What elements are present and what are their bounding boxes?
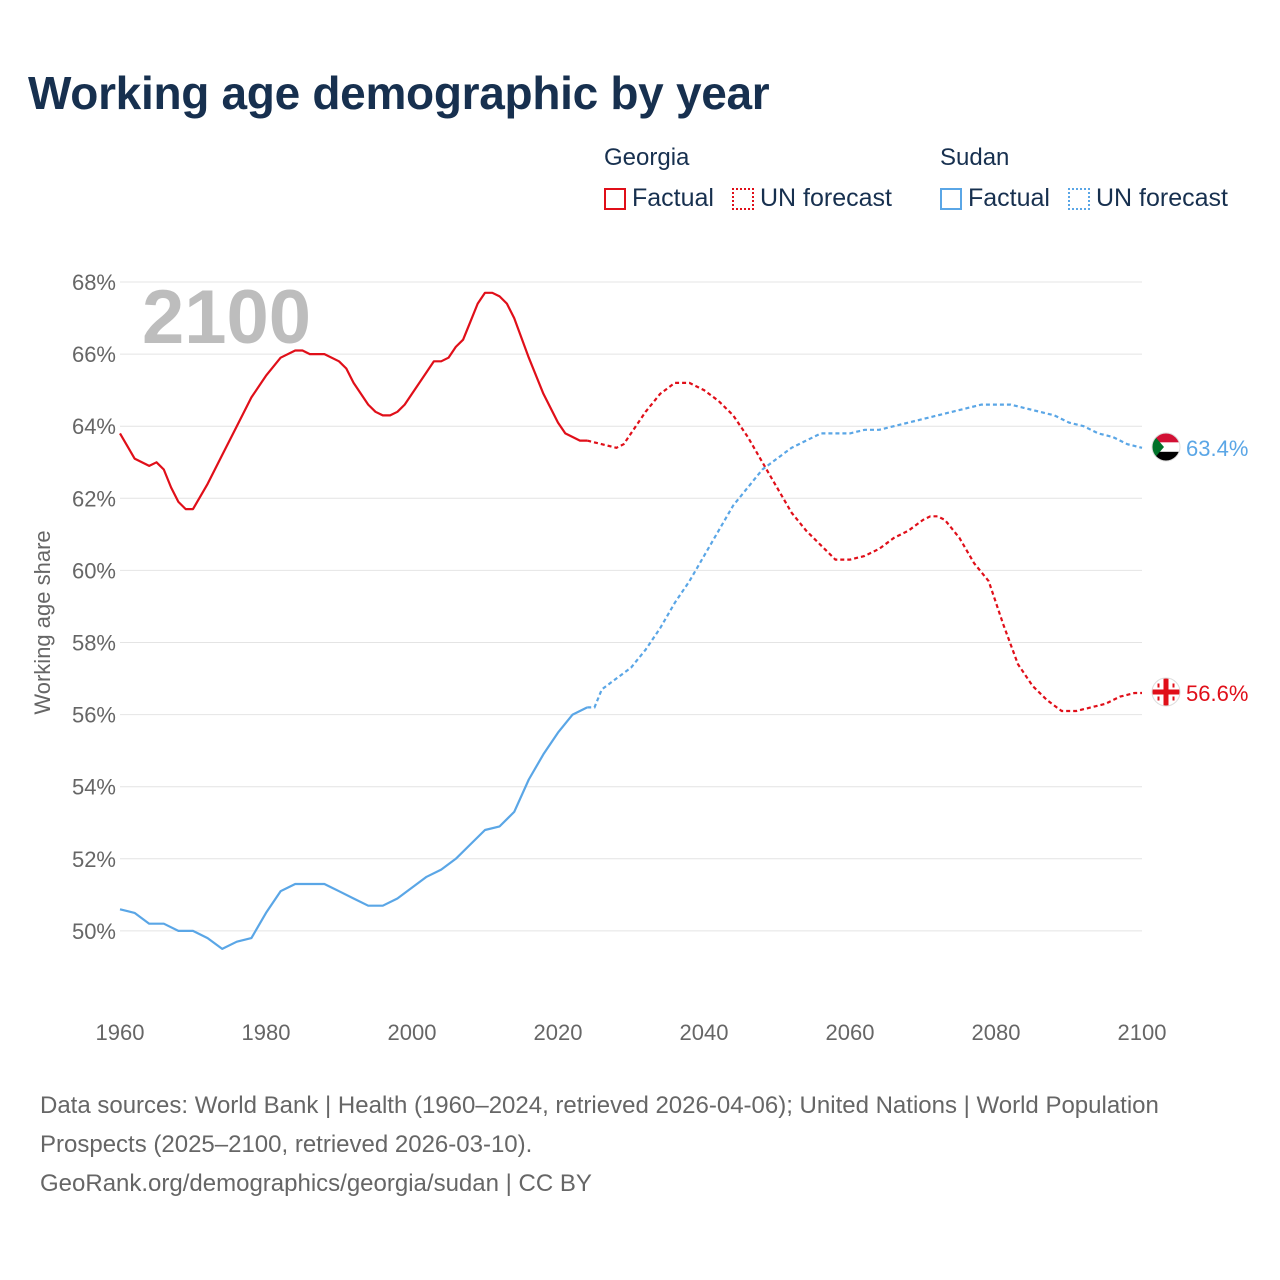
x-tick-label-2020: 2020 [534, 1020, 583, 1045]
legend-sudan-title: Sudan [940, 144, 1010, 171]
axes: 50% 52% 54% 56% 58% 60% 62% 64% 66% 68% 1960 1980 20… [30, 270, 1166, 1045]
x-tick-label-2060: 2060 [826, 1020, 875, 1045]
legend-sudan: Sudan Factual UN forecast [940, 144, 1228, 213]
y-tick-label-54: 54% [72, 775, 116, 800]
x-tick-label-2100: 2100 [1118, 1020, 1167, 1045]
legend-georgia: Georgia Factual UN forecast [604, 144, 892, 213]
credit-link[interactable]: GeoRank.org/demographics/georgia/sudan |… [40, 1170, 592, 1197]
x-tick-label-2080: 2080 [972, 1020, 1021, 1045]
data-sources: Data sources: World Bank | Health (1960–… [40, 1092, 1159, 1158]
x-tick-label-1980: 1980 [242, 1020, 291, 1045]
year-watermark: 2100 [142, 275, 311, 360]
series-lines [119, 291, 1143, 950]
y-tick-label-68: 68% [72, 270, 116, 295]
legend-georgia-factual-label: Factual [632, 184, 714, 212]
legend-georgia-forecast[interactable]: UN forecast [731, 184, 892, 213]
legend-georgia-factual[interactable]: Factual [604, 184, 714, 213]
end-labels: 56.6% 63.4% [1186, 436, 1248, 706]
chart-title: Working age demographic by year [28, 67, 770, 119]
legend-georgia-forecast-swatch [731, 187, 754, 210]
sudan-forecast-line [587, 403, 1143, 709]
sudan-flag-icon [1151, 432, 1181, 462]
georgia-flag-icon [1151, 677, 1181, 707]
legend-sudan-factual-swatch [940, 187, 962, 210]
legend-georgia-factual-swatch [604, 187, 626, 210]
y-tick-label-64: 64% [72, 414, 116, 439]
y-tick-label-62: 62% [72, 486, 116, 511]
legend-sudan-factual[interactable]: Factual [940, 184, 1050, 213]
legend-georgia-forecast-label: UN forecast [759, 184, 892, 212]
legend-sudan-forecast-label: UN forecast [1095, 184, 1228, 212]
y-tick-label-66: 66% [72, 342, 116, 367]
georgia-forecast-line [586, 381, 1142, 713]
georgia-factual-line [119, 291, 588, 511]
sudan-factual-line [119, 706, 588, 950]
x-tick-label-2000: 2000 [388, 1020, 437, 1045]
legend-sudan-forecast[interactable]: UN forecast [1067, 184, 1228, 213]
y-tick-label-58: 58% [72, 631, 116, 656]
legend-georgia-title: Georgia [604, 144, 690, 171]
sudan-end-label: 63.4% [1186, 436, 1248, 461]
y-tick-label-52: 52% [72, 847, 116, 872]
y-tick-label-60: 60% [72, 558, 116, 583]
y-axis-title: Working age share [30, 530, 55, 714]
x-tick-label-2040: 2040 [680, 1020, 729, 1045]
x-tick-label-1960: 1960 [96, 1020, 145, 1045]
footer: Data sources: World Bank | Health (1960–… [40, 1086, 1240, 1203]
line-chart: 50% 52% 54% 56% 58% 60% 62% 64% 66% 68% 1960 1980 20… [30, 270, 1248, 1045]
georgia-end-label: 56.6% [1186, 681, 1248, 706]
end-markers [1151, 432, 1181, 707]
gridlines [120, 281, 1142, 932]
legend-sudan-factual-label: Factual [968, 184, 1050, 212]
legend-sudan-forecast-swatch [1067, 187, 1090, 210]
y-tick-label-56: 56% [72, 703, 116, 728]
y-tick-label-50: 50% [72, 919, 116, 944]
